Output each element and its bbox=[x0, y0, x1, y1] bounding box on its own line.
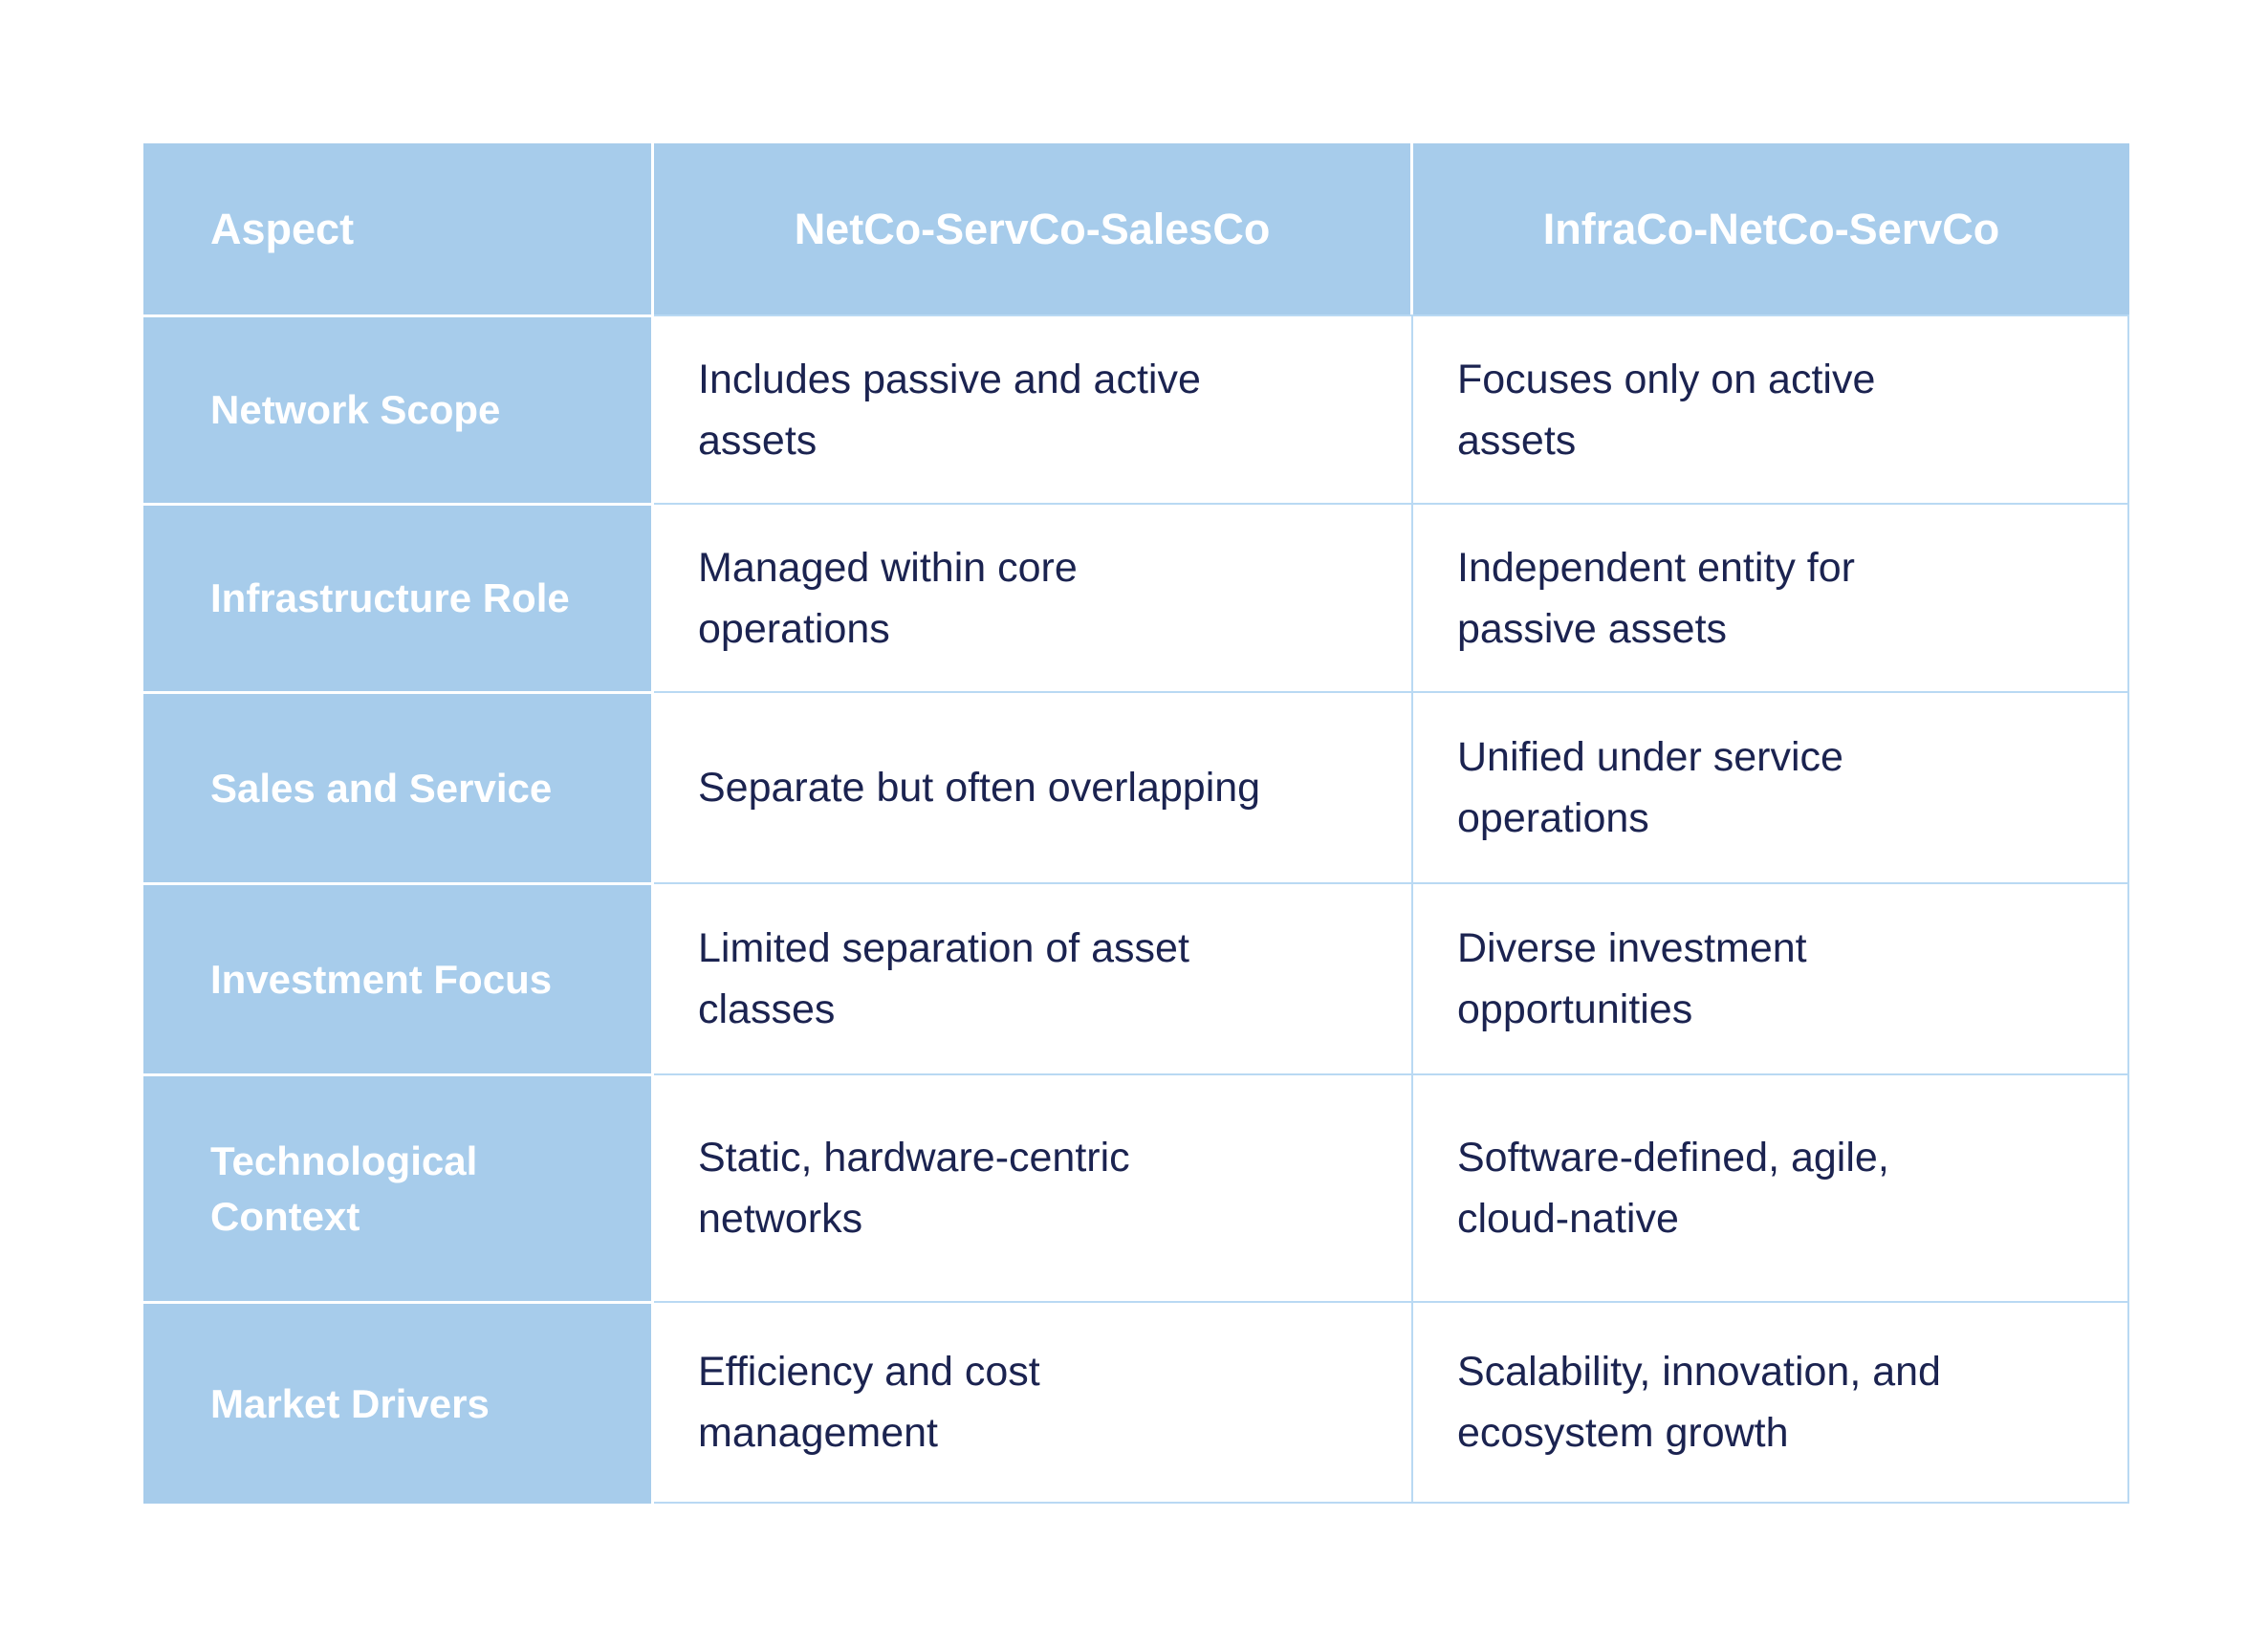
row-label-technological-context: Technological Context bbox=[143, 1073, 654, 1301]
table-row-infrastructure-role: Infrastructure Role Managed within core … bbox=[143, 503, 2129, 691]
table-row-market-drivers: Market Drivers Efficiency and cost manag… bbox=[143, 1301, 2129, 1504]
cell-sales-and-service-infraco: Unified under service operations bbox=[1413, 691, 2129, 882]
cell-market-drivers-netco: Efficiency and cost management bbox=[654, 1301, 1413, 1504]
row-label-market-drivers: Market Drivers bbox=[143, 1301, 654, 1504]
cell-investment-focus-infraco: Diverse investment opportunities bbox=[1413, 882, 2129, 1073]
cell-network-scope-infraco: Focuses only on active assets bbox=[1413, 314, 2129, 503]
cell-technological-context-netco: Static, hardware-centric networks bbox=[654, 1073, 1413, 1301]
row-label-sales-and-service: Sales and Service bbox=[143, 691, 654, 882]
table-row-network-scope: Network Scope Includes passive and activ… bbox=[143, 314, 2129, 503]
header-cell-aspect: Aspect bbox=[143, 143, 654, 314]
table-row-technological-context: Technological Context Static, hardware-c… bbox=[143, 1073, 2129, 1301]
header-cell-netco-servco-salesco: NetCo-ServCo-SalesCo bbox=[654, 143, 1413, 314]
header-cell-infraco-netco-servco: InfraCo-NetCo-ServCo bbox=[1413, 143, 2129, 314]
comparison-table: Aspect NetCo-ServCo-SalesCo InfraCo-NetC… bbox=[143, 143, 2129, 1504]
row-label-infrastructure-role: Infrastructure Role bbox=[143, 503, 654, 691]
row-label-network-scope: Network Scope bbox=[143, 314, 654, 503]
cell-network-scope-netco: Includes passive and active assets bbox=[654, 314, 1413, 503]
cell-investment-focus-netco: Limited separation of asset classes bbox=[654, 882, 1413, 1073]
row-label-investment-focus: Investment Focus bbox=[143, 882, 654, 1073]
table-row-investment-focus: Investment Focus Limited separation of a… bbox=[143, 882, 2129, 1073]
table-row-sales-and-service: Sales and Service Separate but often ove… bbox=[143, 691, 2129, 882]
cell-market-drivers-infraco: Scalability, innovation, and ecosystem g… bbox=[1413, 1301, 2129, 1504]
header-row: Aspect NetCo-ServCo-SalesCo InfraCo-NetC… bbox=[143, 143, 2129, 314]
cell-sales-and-service-netco: Separate but often overlapping bbox=[654, 691, 1413, 882]
cell-technological-context-infraco: Software-defined, agile, cloud-native bbox=[1413, 1073, 2129, 1301]
cell-infrastructure-role-netco: Managed within core operations bbox=[654, 503, 1413, 691]
cell-infrastructure-role-infraco: Independent entity for passive assets bbox=[1413, 503, 2129, 691]
